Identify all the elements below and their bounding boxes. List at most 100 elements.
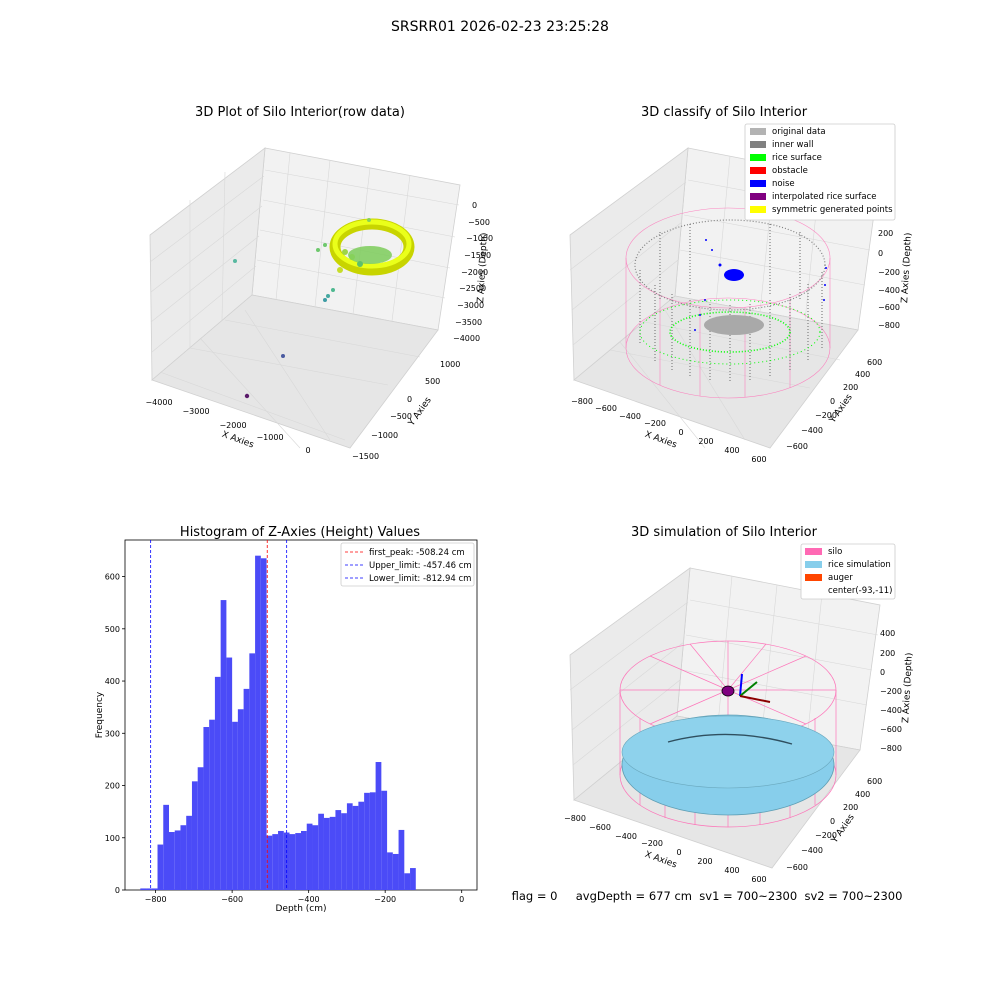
histogram-xtick-label-1: −600: [221, 895, 243, 904]
raw-ytick-3: 0: [407, 395, 412, 404]
simulation-z-axis: 400 200 0 −200 −400 −600 −800 Z Axies (D…: [880, 629, 915, 753]
raw-ytick-1: −1000: [371, 431, 398, 440]
classify-ytick-1: −400: [801, 426, 823, 435]
classify-ztick-6: −800: [878, 321, 900, 330]
legend-swatch-auger: [805, 574, 822, 581]
histogram-bar-3: [157, 844, 164, 890]
raw-ytick-5: 1000: [440, 360, 460, 369]
classify-z-axis: 400 200 0 −200 −400 −600 −800 Z Axies (D…: [878, 207, 914, 330]
histogram-bar-7: [180, 825, 187, 890]
histogram-xtick-label-3: −200: [374, 895, 396, 904]
raw-ztick-5: −2500: [459, 284, 486, 293]
histogram-ytick-label-4: 400: [105, 677, 120, 686]
raw-ztick-2: −1000: [466, 234, 493, 243]
histogram-bar-1: [146, 888, 152, 890]
simulation-ytick-1: −400: [801, 846, 823, 855]
legend-silo: silo: [828, 547, 842, 557]
histogram-bar-2: [151, 888, 158, 890]
histogram-bar-41: [375, 762, 382, 890]
histogram-bar-6: [174, 830, 181, 890]
raw-ztick-6: −3000: [457, 301, 484, 310]
raw-ztick-4: −2000: [461, 268, 488, 277]
classify-ytick-5: 400: [855, 370, 870, 379]
simulation-ytick-3: 0: [830, 817, 835, 826]
histogram-bar-31: [318, 813, 324, 890]
histogram-bar-15: [226, 657, 233, 890]
figure-title: SRSRR01 2026-02-23 23:25:28: [391, 19, 609, 35]
histogram-bar-36: [346, 803, 353, 890]
legend-swatch-rice-surface: [750, 154, 766, 161]
histogram-bar-0: [140, 888, 147, 890]
simulation-xtick-1: −600: [589, 823, 611, 832]
raw-pane-back: [149, 147, 461, 449]
classify-ztick-4: −400: [878, 286, 900, 295]
histogram-bar-35: [341, 813, 347, 890]
simulation-zlabel: Z Axies (Depth): [901, 652, 915, 723]
histogram-ytick-label-6: 600: [105, 573, 120, 582]
raw-panel-title: 3D Plot of Silo Interior(row data): [195, 105, 405, 120]
raw-xtick-3: −1000: [256, 433, 283, 442]
classify-ztick-3: −200: [878, 268, 900, 277]
histogram-ytick-label-1: 100: [105, 834, 120, 843]
classify-zlabel: Z Axies (Depth): [900, 232, 914, 303]
classify-ztick-5: −600: [878, 303, 900, 312]
raw-xlabel: X Axies: [220, 430, 255, 451]
histogram-bar-9: [191, 781, 198, 890]
simulation-xtick-6: 400: [724, 866, 739, 875]
legend-original-data: original data: [772, 127, 826, 137]
raw-xtick-2: −2000: [219, 421, 246, 430]
classify-xtick-4: 0: [678, 428, 683, 437]
raw-ztick-8: −4000: [453, 334, 480, 343]
simulation-ztick-6: −800: [880, 744, 902, 753]
histogram-xtick-label-0: −800: [145, 895, 167, 904]
legend-first-peak: first_peak: -508.24 cm: [369, 548, 465, 558]
histogram-ylabel: Frequency: [95, 691, 105, 738]
raw-xtick-4: 0: [305, 446, 310, 455]
classify-ztick-2: 0: [878, 249, 883, 258]
panel-histogram: Histogram of Z-Axies (Height) Values −80…: [95, 525, 478, 914]
legend-upper-limit: Upper_limit: -457.46 cm: [369, 561, 472, 571]
simulation-xtick-5: 200: [697, 857, 712, 866]
panel-classify-3d: 3D classify of Silo Interior: [569, 105, 914, 464]
histogram-bar-17: [237, 709, 244, 890]
raw-point-cloud: [233, 218, 415, 399]
legend-swatch-silo: [805, 548, 822, 555]
simulation-ytick-2: −200: [815, 831, 837, 840]
raw-ztick-1: −500: [468, 218, 490, 227]
raw-zlabel: Z Axies (Depth): [476, 232, 490, 303]
classify-xtick-7: 600: [751, 455, 766, 464]
classify-ztick-1: 200: [878, 229, 893, 238]
histogram-ytick-label-5: 500: [105, 625, 120, 634]
simulation-ztick-5: −600: [880, 725, 902, 734]
classify-ytick-6: 600: [867, 358, 882, 367]
histogram-bar-33: [329, 816, 336, 890]
histogram-bar-11: [203, 727, 210, 890]
histogram-bar-14: [220, 600, 227, 890]
status-text: flag = 0 avgDepth = 677 cm sv1 = 700~230…: [512, 889, 903, 903]
simulation-xtick-3: −200: [641, 839, 663, 848]
histogram-bar-37: [352, 805, 359, 890]
simulation-ytick-6: 600: [867, 777, 882, 786]
simulation-ytick-0: −600: [786, 863, 808, 872]
histogram-title: Histogram of Z-Axies (Height) Values: [180, 525, 420, 540]
classify-ytick-4: 200: [843, 383, 858, 392]
histogram-bar-16: [232, 721, 238, 890]
simulation-xtick-7: 600: [751, 875, 766, 884]
histogram-legend: first_peak: -508.24 cm Upper_limit: -457…: [340, 542, 475, 587]
histogram-xtick-label-2: −400: [298, 895, 320, 904]
legend-swatch-obstacle: [750, 167, 766, 174]
classify-panel-title: 3D classify of Silo Interior: [641, 105, 808, 120]
legend-inner-wall: inner wall: [772, 140, 813, 150]
classify-legend: original data inner wall rice surface ob…: [744, 123, 896, 221]
histogram-bar-34: [335, 810, 342, 890]
histogram-bar-43: [387, 852, 393, 890]
raw-xtick-1: −3000: [182, 407, 209, 416]
simulation-ztick-4: −400: [880, 706, 902, 715]
legend-swatch-noise: [750, 180, 766, 187]
legend-symmetric-generated-points: symmetric generated points: [772, 205, 893, 215]
histogram-bar-10: [197, 767, 204, 890]
classify-ytick-2: −200: [815, 411, 837, 420]
simulation-ztick-0: 400: [880, 629, 895, 638]
histogram-bar-32: [323, 817, 330, 890]
histogram-bar-8: [186, 815, 192, 890]
